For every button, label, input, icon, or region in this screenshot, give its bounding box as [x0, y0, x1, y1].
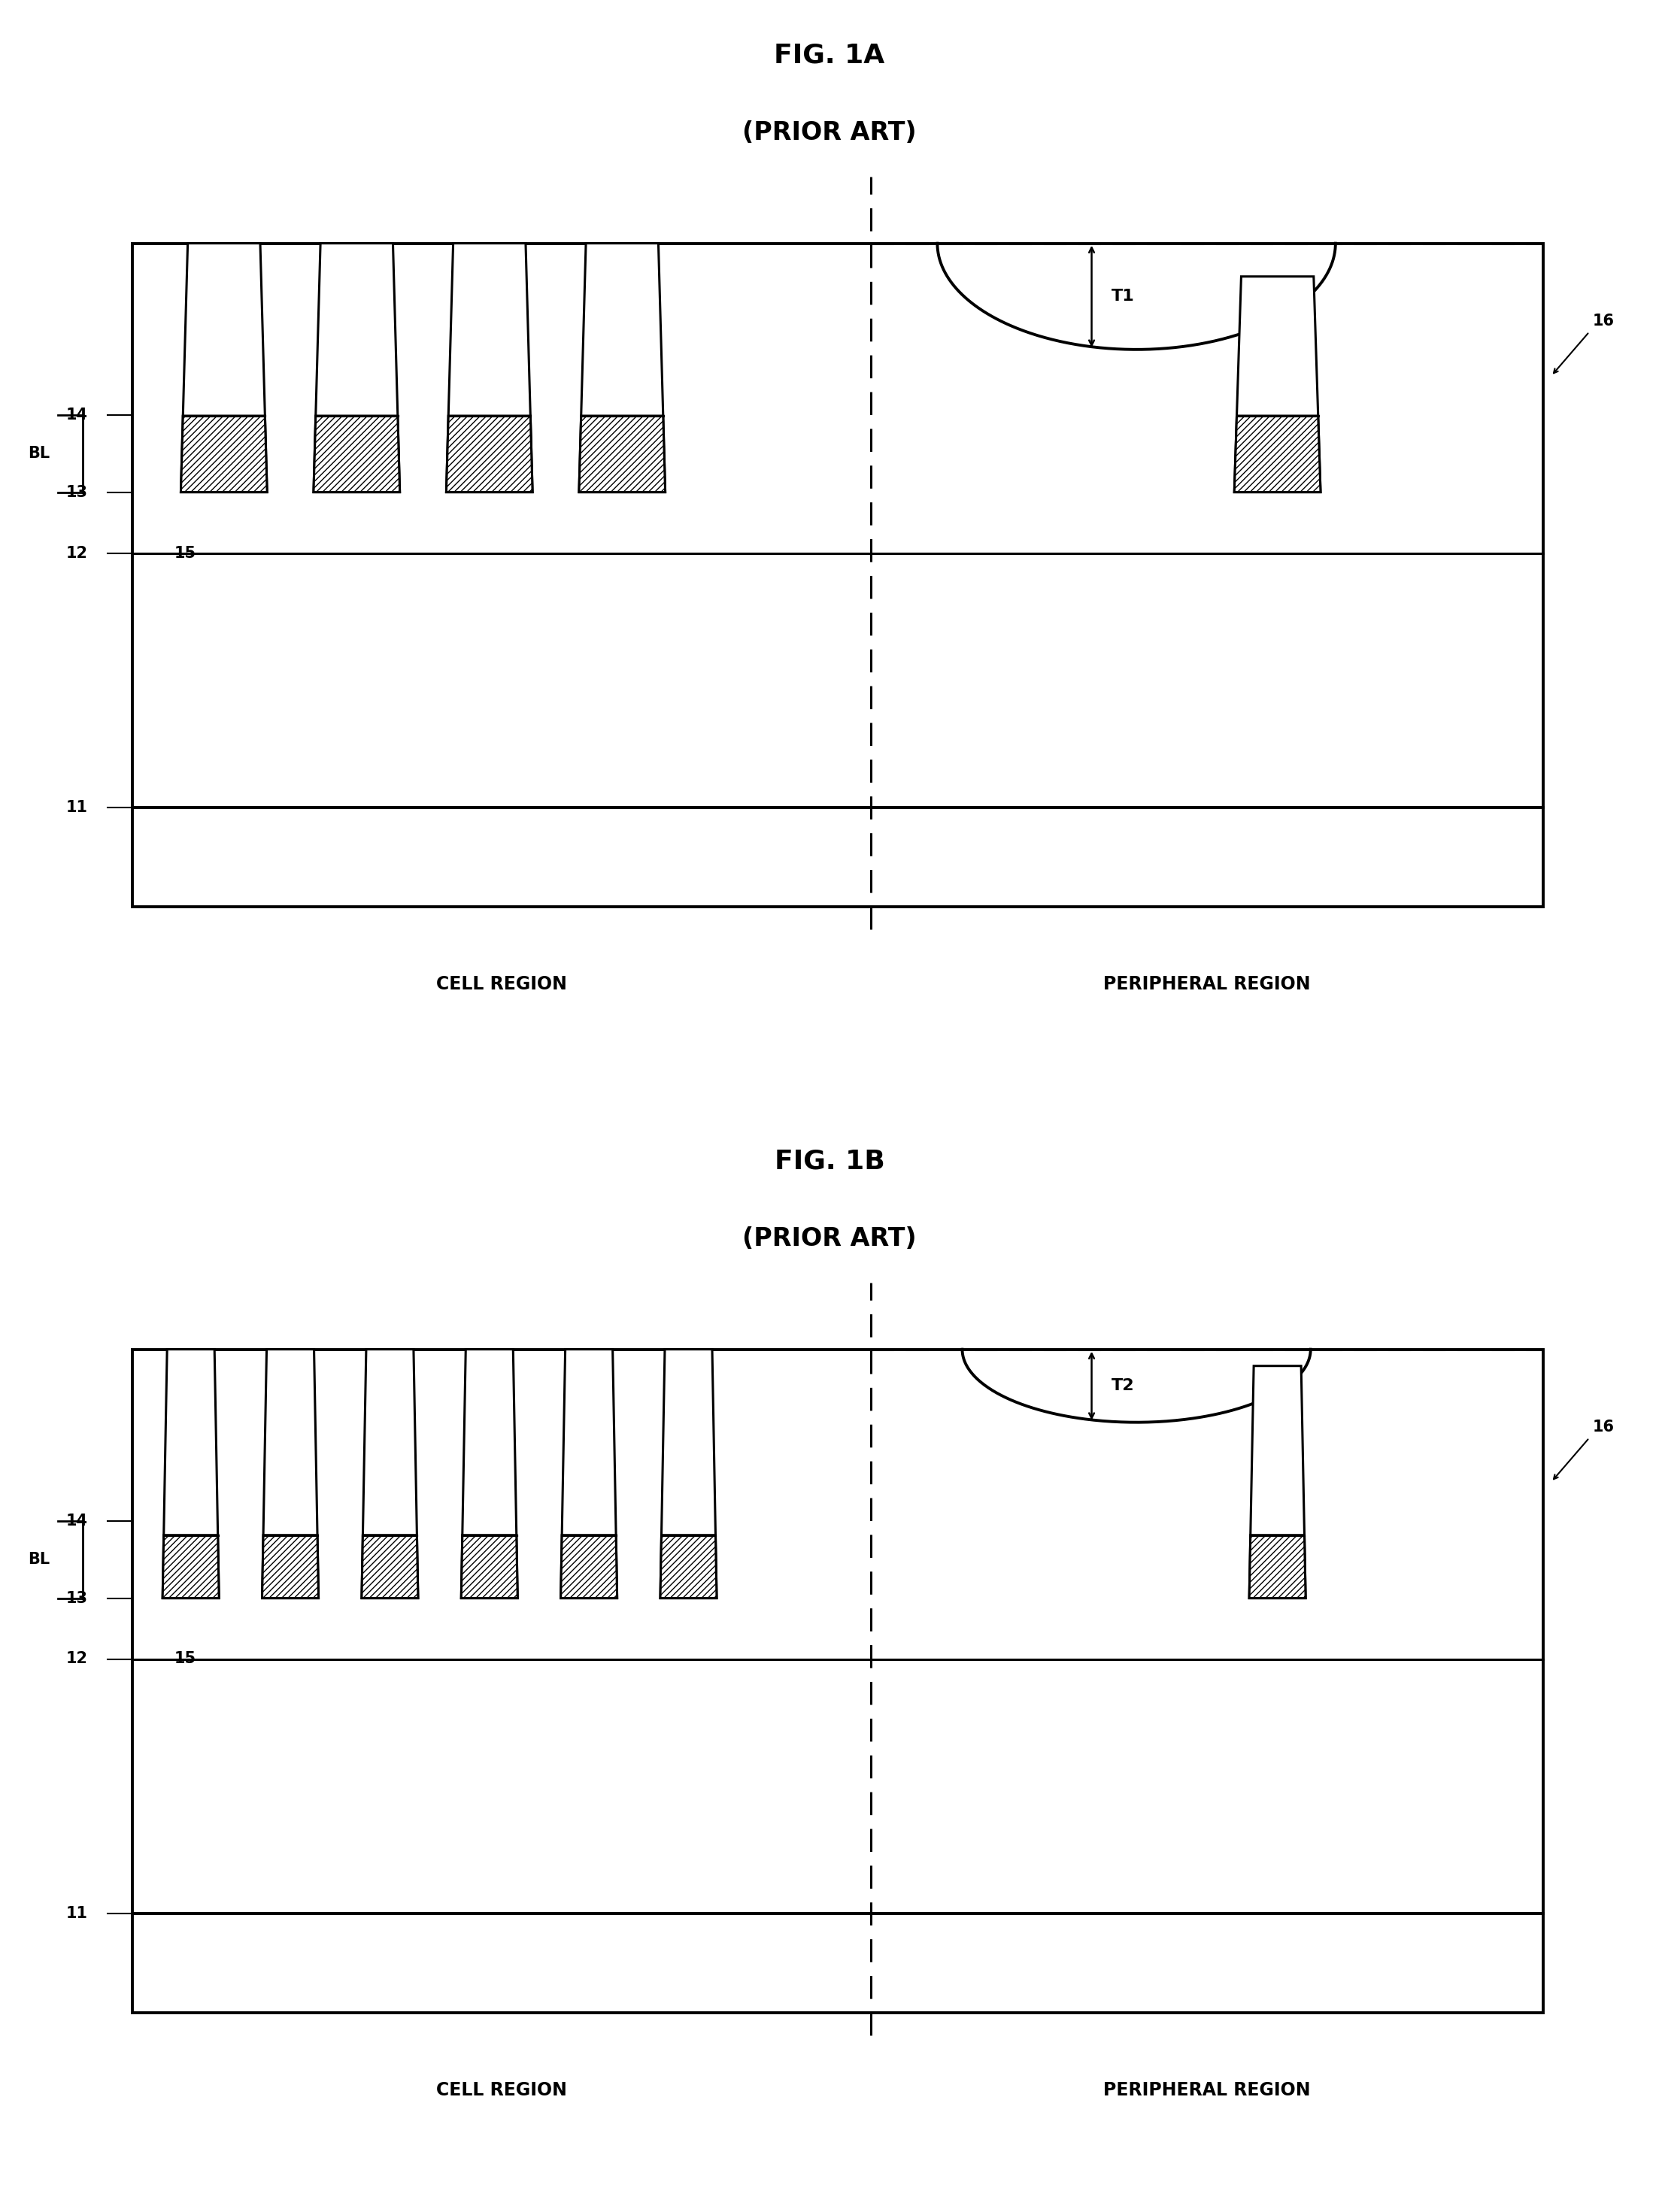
- Polygon shape: [314, 243, 400, 493]
- Text: 13: 13: [66, 1590, 88, 1606]
- Polygon shape: [561, 1349, 617, 1597]
- Text: BL: BL: [28, 1553, 50, 1566]
- Polygon shape: [163, 1535, 219, 1597]
- Polygon shape: [660, 1535, 717, 1597]
- Text: 14: 14: [66, 1513, 88, 1528]
- Text: PERIPHERAL REGION: PERIPHERAL REGION: [1103, 2081, 1311, 2099]
- Text: BL: BL: [28, 447, 50, 460]
- Polygon shape: [579, 243, 665, 493]
- Polygon shape: [314, 416, 400, 493]
- Text: 11: 11: [66, 801, 88, 814]
- Polygon shape: [461, 1535, 518, 1597]
- Polygon shape: [362, 1349, 418, 1597]
- Text: (PRIOR ART): (PRIOR ART): [743, 119, 916, 146]
- Text: 13: 13: [66, 484, 88, 500]
- Polygon shape: [1249, 1535, 1306, 1597]
- Polygon shape: [561, 1535, 617, 1597]
- Text: 15: 15: [174, 1652, 196, 1666]
- Polygon shape: [181, 243, 267, 493]
- Polygon shape: [1234, 276, 1321, 493]
- Polygon shape: [1249, 1365, 1306, 1597]
- Bar: [133, 243, 1543, 907]
- Text: 11: 11: [66, 1907, 88, 1920]
- Polygon shape: [579, 416, 665, 493]
- Text: 16: 16: [1593, 314, 1614, 327]
- Text: T1: T1: [1112, 290, 1135, 303]
- Text: 16: 16: [1593, 1420, 1614, 1433]
- Polygon shape: [660, 1349, 717, 1597]
- Polygon shape: [181, 416, 267, 493]
- Polygon shape: [461, 1349, 518, 1597]
- Polygon shape: [446, 416, 533, 493]
- Text: (PRIOR ART): (PRIOR ART): [743, 1225, 916, 1252]
- Polygon shape: [262, 1349, 319, 1597]
- Text: 15: 15: [174, 546, 196, 560]
- Bar: [133, 1349, 1543, 2013]
- Polygon shape: [163, 1349, 219, 1597]
- Text: 14: 14: [66, 407, 88, 422]
- Text: 12: 12: [66, 1652, 88, 1666]
- Polygon shape: [446, 243, 533, 493]
- Text: FIG. 1B: FIG. 1B: [775, 1148, 884, 1175]
- Text: FIG. 1A: FIG. 1A: [775, 42, 884, 69]
- Polygon shape: [262, 1535, 319, 1597]
- Text: CELL REGION: CELL REGION: [436, 975, 567, 993]
- Polygon shape: [1234, 416, 1321, 493]
- Text: PERIPHERAL REGION: PERIPHERAL REGION: [1103, 975, 1311, 993]
- Text: T2: T2: [1112, 1378, 1135, 1394]
- Text: CELL REGION: CELL REGION: [436, 2081, 567, 2099]
- Text: 12: 12: [66, 546, 88, 560]
- Polygon shape: [362, 1535, 418, 1597]
